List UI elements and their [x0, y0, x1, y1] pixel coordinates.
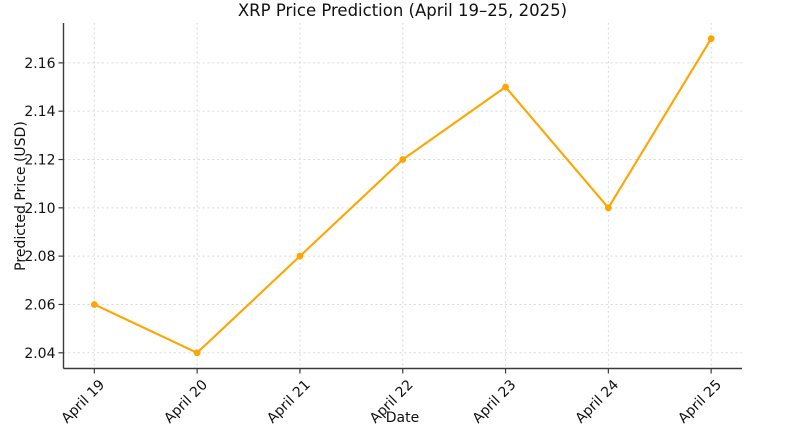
y-tick-label: 2.06 [24, 297, 55, 313]
y-axis-label: Predicted Price (USD) [13, 121, 29, 271]
data-point [707, 35, 715, 43]
data-point [502, 83, 509, 91]
data-point [399, 156, 407, 163]
y-tick-label: 2.14 [24, 104, 55, 120]
y-tick-label: 2.16 [24, 56, 55, 72]
y-tick-label: 2.12 [24, 153, 55, 169]
y-tick-label: 2.10 [24, 201, 55, 217]
chart-title: XRP Price Prediction (April 19–25, 2025) [237, 1, 568, 20]
data-point [296, 252, 304, 260]
data-point [193, 349, 201, 357]
x-axis-label: Date [385, 410, 420, 426]
data-point [604, 204, 612, 212]
y-tick-label: 2.04 [24, 346, 55, 362]
y-tick-label: 2.08 [24, 249, 55, 265]
data-point [90, 301, 98, 308]
